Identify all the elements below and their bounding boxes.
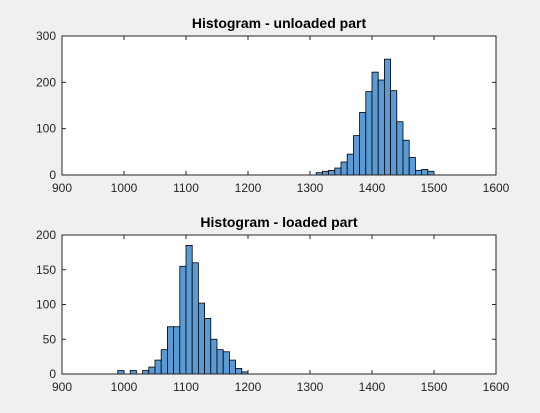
x-tick-label: 1400 xyxy=(359,181,386,195)
x-tick-label: 1000 xyxy=(111,181,138,195)
histogram-bar xyxy=(129,370,137,375)
histogram-bar xyxy=(216,349,224,375)
histogram-bar xyxy=(160,349,168,375)
x-tick-label: 900 xyxy=(52,181,72,195)
histogram-bar xyxy=(210,338,218,375)
histogram-bar xyxy=(142,370,150,375)
histogram-bar xyxy=(222,351,230,375)
y-tick-label: 200 xyxy=(36,75,56,89)
histogram-bar xyxy=(383,58,391,176)
histogram-bar xyxy=(166,326,174,375)
histogram-bar xyxy=(377,79,385,176)
histogram-bar xyxy=(390,90,398,176)
histogram-bar xyxy=(359,112,367,176)
x-tick-label: 1200 xyxy=(235,181,262,195)
x-tick-label: 900 xyxy=(52,380,72,394)
x-tick-label: 1100 xyxy=(173,181,199,195)
histogram-bar xyxy=(197,302,205,375)
histogram-bar xyxy=(402,139,410,176)
y-tick-label: 200 xyxy=(36,228,56,242)
histogram-bar xyxy=(371,71,379,176)
histogram-bar xyxy=(421,169,429,176)
x-tick-label: 1400 xyxy=(359,380,386,394)
histogram-bar xyxy=(235,368,243,375)
chart-title: Histogram - loaded part xyxy=(200,214,357,230)
x-tick-label: 1100 xyxy=(173,380,199,394)
plot-area xyxy=(62,235,496,374)
x-tick-label: 1600 xyxy=(483,181,510,195)
x-tick-label: 1300 xyxy=(297,181,324,195)
x-tick-label: 1200 xyxy=(235,380,262,394)
y-tick-label: 0 xyxy=(49,168,56,182)
histogram-unloaded-axes: Histogram - unloaded part 900 1000 1100 120… xyxy=(36,15,510,195)
histogram-bar xyxy=(328,169,336,176)
histogram-bar xyxy=(179,265,187,375)
x-tick-label: 1000 xyxy=(111,380,138,394)
histogram-bar xyxy=(321,170,329,176)
histogram-bar xyxy=(117,370,125,375)
histogram-bar xyxy=(173,326,181,375)
histogram-bar xyxy=(334,167,342,176)
histogram-bar xyxy=(204,317,212,375)
histogram-bar xyxy=(340,161,348,176)
y-tick-label: 100 xyxy=(36,298,56,312)
y-tick-label: 150 xyxy=(36,263,56,277)
axes-box xyxy=(61,35,497,176)
histogram-bar xyxy=(396,121,404,176)
ticks-group: 900 1000 1100 1200 1300 1400 1500 1600 0 100 200 30… xyxy=(36,29,510,195)
x-tick-label: 1500 xyxy=(421,380,448,394)
x-tick-label: 1600 xyxy=(483,380,510,394)
y-tick-label: 50 xyxy=(43,332,57,346)
histogram-bar xyxy=(228,359,236,375)
histogram-loaded-axes: Histogram - loaded part 900 1000 1100 1200 1… xyxy=(36,214,510,394)
histogram-bar xyxy=(414,169,422,176)
y-tick-label: 100 xyxy=(36,122,56,136)
histogram-bar xyxy=(365,91,373,176)
chart-title: Histogram - unloaded part xyxy=(192,15,367,31)
axes-box xyxy=(61,234,497,375)
histogram-bar xyxy=(148,366,156,375)
histogram-bar xyxy=(185,245,193,375)
histogram-bar xyxy=(427,170,435,176)
x-tick-label: 1500 xyxy=(421,181,448,195)
histogram-bar xyxy=(408,156,416,176)
histogram-bar xyxy=(191,262,199,375)
histogram-bar xyxy=(346,153,354,176)
y-tick-label: 0 xyxy=(49,367,56,381)
plot-area xyxy=(62,36,496,175)
x-tick-label: 1300 xyxy=(297,380,324,394)
histogram-bar xyxy=(154,359,162,375)
bars-group xyxy=(117,245,249,375)
y-tick-label: 300 xyxy=(36,29,56,43)
histogram-bar xyxy=(352,135,360,176)
